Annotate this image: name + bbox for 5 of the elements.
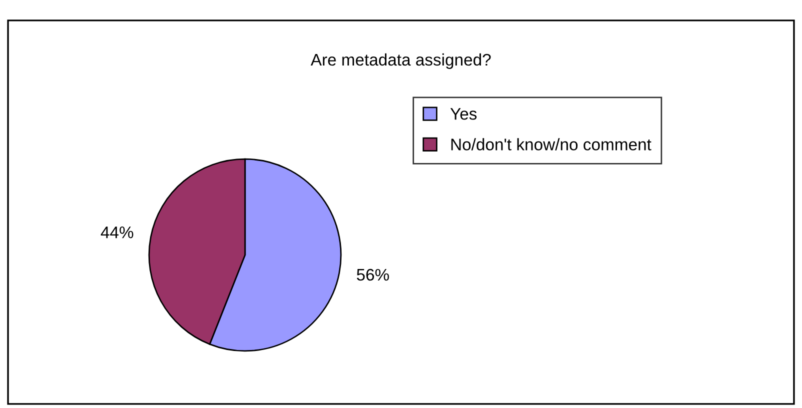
chart-title: Are metadata assigned? bbox=[310, 53, 491, 69]
legend-label: No/don't know/no comment bbox=[451, 138, 652, 150]
data-label: 56% bbox=[356, 268, 389, 281]
data-label: 44% bbox=[100, 226, 134, 238]
legend-label: Yes bbox=[450, 108, 477, 120]
